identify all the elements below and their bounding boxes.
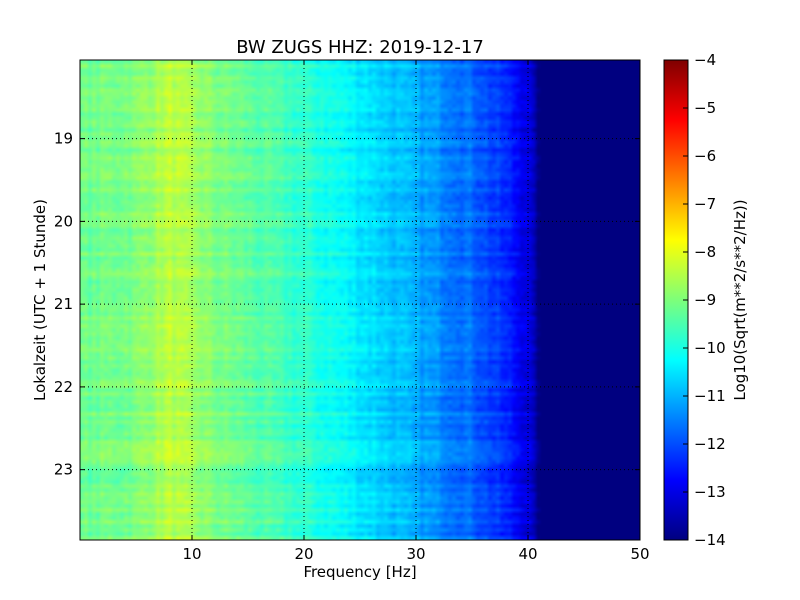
- grid-lines: [80, 60, 640, 540]
- x-tick-label: 40: [518, 545, 537, 563]
- x-tick-label: 20: [294, 545, 313, 563]
- x-tick-label: 30: [406, 545, 425, 563]
- heatmap-image: [80, 60, 640, 540]
- colorbar-tick-label: −7: [694, 195, 716, 213]
- colorbar-tick-label: −11: [694, 387, 726, 405]
- y-axis-ticks: 19 20 21 22 23: [54, 130, 640, 479]
- colorbar-ticks: −4 −5 −6 −7 −8 −9 −10 −11 −12 −13 −14: [683, 51, 726, 549]
- y-axis-label: Lokalzeit (UTC + 1 Stunde): [31, 199, 49, 401]
- colorbar-tick-label: −9: [694, 291, 716, 309]
- colorbar-tick-label: −4: [694, 51, 716, 69]
- colorbar-tick-label: −6: [694, 147, 716, 165]
- chart-title: BW ZUGS HHZ: 2019-12-17: [236, 37, 484, 58]
- colorbar-tick-label: −8: [694, 243, 716, 261]
- colorbar-tick-label: −13: [694, 483, 726, 501]
- x-tick-label: 50: [630, 545, 649, 563]
- colorbar-label: Log10(Sqrt(m**2/s**2/Hz)): [731, 199, 749, 400]
- y-tick-label: 21: [54, 295, 73, 313]
- colorbar-tick-label: −12: [694, 435, 726, 453]
- spectrogram-heatmap: [80, 60, 640, 540]
- y-tick-label: 19: [54, 130, 73, 148]
- y-tick-label: 22: [54, 378, 73, 396]
- colorbar-tick-label: −14: [694, 531, 726, 549]
- colorbar-tick-label: −10: [694, 339, 726, 357]
- y-tick-label: 20: [54, 212, 73, 230]
- x-axis-label: Frequency [Hz]: [303, 563, 416, 581]
- colorbar-tick-label: −5: [694, 99, 716, 117]
- x-axis-ticks: 10 20 30 40 50: [182, 60, 650, 563]
- y-tick-label: 23: [54, 461, 73, 479]
- x-tick-label: 10: [182, 545, 201, 563]
- plot-frame: [79, 59, 641, 541]
